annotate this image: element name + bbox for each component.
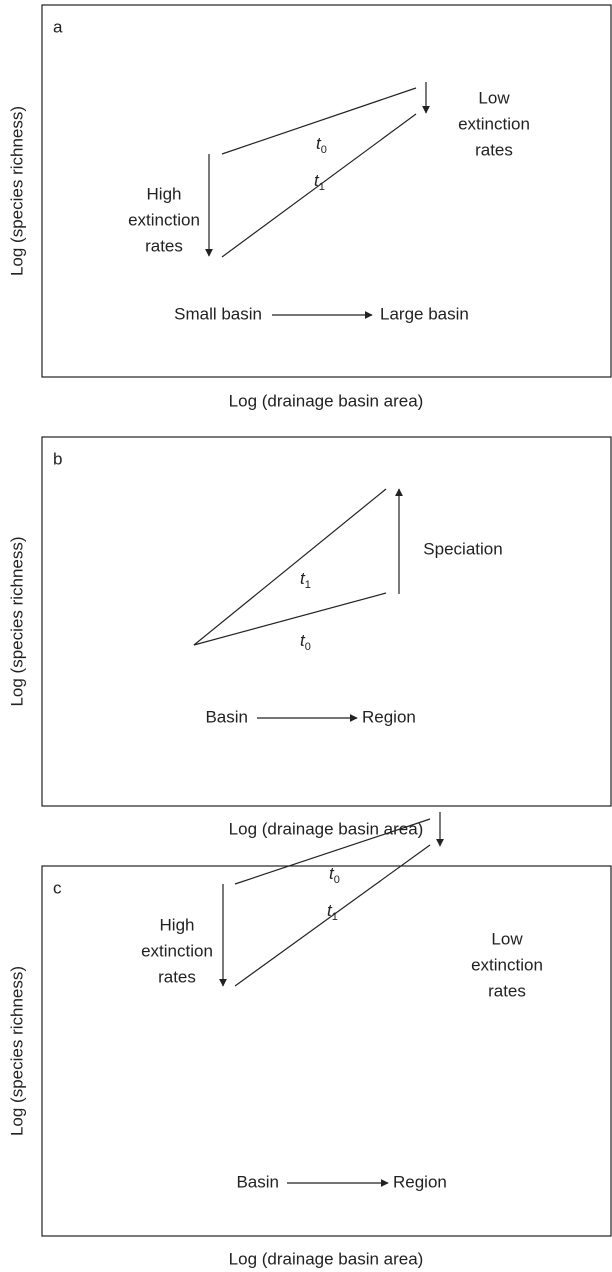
line-label-symbol: t (327, 901, 333, 920)
line-label: t0 (329, 864, 340, 885)
panel-label: a (53, 17, 63, 36)
line-label-subscript: 0 (321, 144, 327, 156)
annotation: extinction (458, 114, 530, 133)
panel-frame (41, 436, 612, 807)
panel: c Log (species richness) Log (drainage bas… (7, 812, 612, 1268)
trend-line (234, 844, 431, 987)
line-label-symbol: t (300, 569, 306, 588)
panel-label: b (53, 449, 62, 468)
trend-line (221, 113, 417, 258)
annotation: Low (478, 88, 510, 107)
line-label: t1 (300, 569, 311, 590)
line-label-symbol: t (329, 864, 335, 883)
annotation: extinction (471, 955, 543, 974)
panel-label: c (53, 878, 62, 897)
line-label-subscript: 0 (305, 641, 311, 653)
line-label-symbol: t (300, 631, 306, 650)
line-label: t1 (327, 901, 338, 922)
flow-from: Basin (205, 707, 248, 726)
annotation: rates (475, 140, 513, 159)
flow-to: Region (362, 707, 416, 726)
line-label-subscript: 1 (305, 579, 311, 591)
annotation: High (160, 915, 195, 934)
flow-from: Basin (236, 1172, 279, 1191)
annotation: extinction (128, 210, 200, 229)
y-axis-label: Log (species richness) (7, 106, 26, 276)
panel: a Log (species richness) Log (drainage bas… (7, 4, 612, 410)
flow-to: Large basin (380, 304, 469, 323)
line-label: t1 (314, 171, 325, 192)
line-label-symbol: t (316, 134, 322, 153)
line-label: t0 (300, 631, 311, 652)
line-label-subscript: 0 (334, 874, 340, 886)
y-axis-label: Log (species richness) (7, 536, 26, 706)
trend-line (193, 488, 387, 646)
flow-from: Small basin (174, 304, 262, 323)
line-label-subscript: 1 (319, 181, 325, 193)
line-label-symbol: t (314, 171, 320, 190)
annotation: rates (145, 236, 183, 255)
line-label: t0 (316, 134, 327, 155)
annotation: Speciation (423, 539, 502, 558)
x-axis-label: Log (drainage basin area) (229, 1249, 424, 1268)
flow-to: Region (393, 1172, 447, 1191)
x-axis-label: Log (drainage basin area) (229, 391, 424, 410)
panel: b Log (species richness) Log (drainage bas… (7, 436, 612, 838)
annotation: rates (488, 981, 526, 1000)
panel-frame (41, 865, 612, 1237)
annotation: High (147, 184, 182, 203)
trend-line (193, 592, 387, 646)
annotation: extinction (141, 941, 213, 960)
annotation: rates (158, 967, 196, 986)
x-axis-label: Log (drainage basin area) (229, 819, 424, 838)
y-axis-label: Log (species richness) (7, 966, 26, 1136)
trend-line (221, 87, 417, 155)
trend-line (234, 818, 431, 885)
line-label-subscript: 1 (332, 911, 338, 923)
annotation: Low (491, 929, 523, 948)
panel-frame (41, 4, 612, 378)
